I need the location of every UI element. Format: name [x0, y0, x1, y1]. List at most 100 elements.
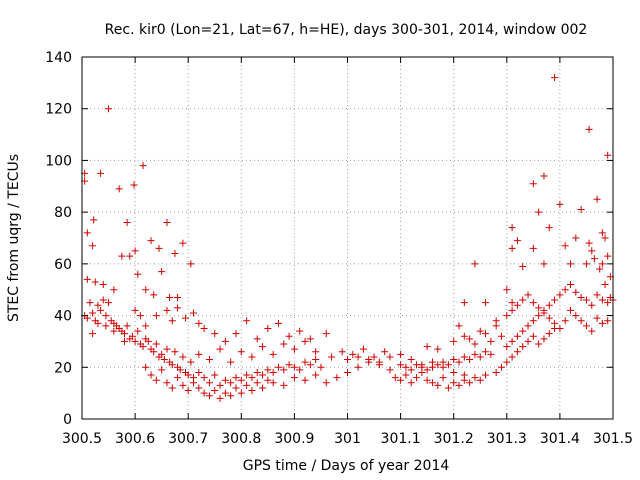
data-point	[163, 345, 171, 353]
data-point	[205, 356, 213, 364]
data-point	[176, 366, 184, 374]
data-point	[328, 353, 336, 361]
data-point	[513, 332, 521, 340]
data-point	[582, 322, 590, 330]
data-point	[375, 358, 383, 366]
data-point	[567, 306, 575, 314]
data-point	[232, 330, 240, 338]
data-point	[482, 330, 490, 338]
data-point	[561, 286, 569, 294]
data-point	[102, 322, 110, 330]
data-point	[338, 348, 346, 356]
y-axis-label: STEC from uqrg / TECUs	[6, 154, 22, 322]
data-point	[596, 265, 604, 273]
y-tick-label: 20	[54, 360, 72, 376]
data-point	[296, 327, 304, 335]
data-point	[519, 296, 527, 304]
data-point	[471, 260, 479, 268]
data-point	[174, 293, 182, 301]
data-point	[205, 392, 213, 400]
data-point	[572, 234, 580, 242]
data-point	[182, 314, 190, 322]
data-point	[128, 332, 136, 340]
data-point	[152, 312, 160, 320]
data-point	[322, 379, 330, 387]
data-point	[551, 296, 559, 304]
data-point	[190, 379, 198, 387]
data-point	[466, 379, 474, 387]
data-point	[158, 350, 166, 358]
data-point	[397, 376, 405, 384]
data-point	[545, 224, 553, 232]
data-point	[150, 291, 158, 299]
data-point	[163, 379, 171, 387]
data-point	[179, 239, 187, 247]
data-point	[508, 299, 516, 307]
data-point	[259, 343, 267, 351]
data-point	[508, 353, 516, 361]
data-point	[450, 379, 458, 387]
data-point	[582, 296, 590, 304]
data-point	[471, 374, 479, 382]
data-point	[139, 343, 147, 351]
data-point	[333, 374, 341, 382]
data-point	[248, 353, 256, 361]
data-point	[450, 356, 458, 364]
data-point	[476, 353, 484, 361]
data-point	[513, 348, 521, 356]
data-point	[99, 296, 107, 304]
data-point	[535, 304, 543, 312]
data-point	[492, 368, 500, 376]
data-point	[428, 379, 436, 387]
data-point	[301, 358, 309, 366]
x-tick-label: 300.5	[62, 431, 102, 447]
data-point	[216, 345, 224, 353]
x-tick-label: 301.2	[434, 431, 474, 447]
data-point	[285, 361, 293, 369]
data-point	[402, 363, 410, 371]
data-point	[131, 247, 139, 255]
data-point	[344, 368, 351, 376]
data-point	[94, 319, 102, 327]
data-point	[195, 319, 203, 327]
data-point	[407, 366, 415, 374]
data-point	[513, 301, 521, 309]
data-point	[131, 306, 139, 314]
data-point	[97, 169, 105, 177]
data-point	[402, 371, 410, 379]
data-point	[386, 353, 394, 361]
data-point	[513, 237, 521, 245]
x-axis-tick-labels: 300.5 300.6 300.7 300.8 300.9 301 301.1 301.2 30…	[62, 431, 633, 447]
data-point	[585, 239, 593, 247]
data-point	[301, 376, 309, 384]
data-point	[588, 327, 596, 335]
data-point	[290, 363, 298, 371]
data-point	[524, 322, 532, 330]
data-point	[211, 387, 219, 395]
y-tick-label: 40	[54, 309, 72, 325]
data-point	[413, 361, 421, 369]
data-point	[497, 332, 505, 340]
data-point	[585, 125, 593, 133]
data-point	[155, 244, 163, 252]
data-point	[296, 366, 304, 374]
y-tick-label: 80	[54, 205, 72, 221]
data-point	[423, 343, 431, 351]
data-point	[604, 299, 612, 307]
data-point	[200, 374, 208, 382]
data-point	[397, 350, 405, 358]
data-point	[444, 361, 452, 369]
y-tick-label: 0	[63, 412, 72, 428]
data-point	[503, 358, 511, 366]
data-point	[476, 376, 484, 384]
data-point	[529, 299, 537, 307]
data-point	[144, 337, 152, 345]
data-point	[166, 293, 174, 301]
data-point	[248, 387, 256, 395]
data-point	[524, 337, 532, 345]
data-point	[89, 309, 97, 317]
data-point	[269, 379, 277, 387]
data-point	[590, 255, 598, 263]
data-point	[243, 317, 251, 325]
x-tick-label: 300.6	[115, 431, 155, 447]
